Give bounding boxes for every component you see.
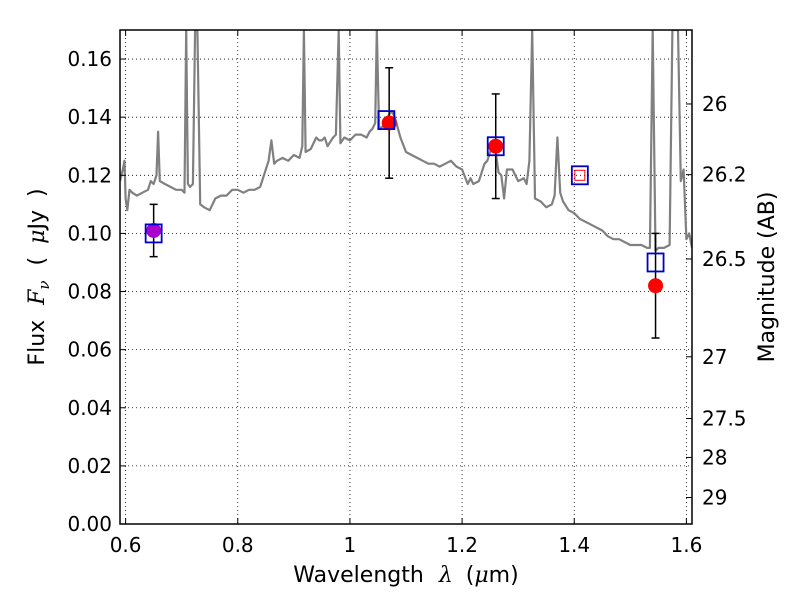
x-tick-label: 1.6	[670, 533, 702, 557]
model-point	[486, 136, 505, 157]
y-tick-label: 0.00	[67, 512, 112, 536]
model-point	[570, 165, 589, 186]
observed-point	[381, 115, 397, 131]
x-tick-label: 1	[344, 533, 357, 557]
y-tick-label: 0.12	[67, 163, 112, 187]
secondary-y-axis-label: Magnitude (AB)	[755, 192, 780, 363]
x-tick-label: 0.6	[110, 533, 142, 557]
y2-tick-label: 28	[702, 445, 727, 469]
y2-tick-label: 27	[702, 345, 727, 369]
y-tick-label: 0.02	[67, 454, 112, 478]
y2-tick-label: 26	[702, 92, 727, 116]
model-point	[144, 223, 163, 244]
y-tick-label: 0.04	[67, 396, 112, 420]
y2-tick-label: 27.5	[702, 406, 747, 430]
x-tick-label: 1.4	[558, 533, 590, 557]
x-tick-label: 0.8	[222, 533, 254, 557]
y2-tick-label: 26.2	[702, 163, 747, 187]
grid-lines	[120, 30, 692, 525]
model-point-inner	[574, 169, 586, 181]
spectrum-series	[120, 30, 692, 252]
observed-point	[488, 138, 504, 154]
photometry-points	[144, 67, 665, 339]
y-tick-label: 0.10	[67, 221, 112, 245]
observed-point	[648, 278, 664, 294]
plot-frame	[119, 29, 693, 525]
y-axis-label: Flux Fν ( μJy )	[25, 188, 55, 365]
y-tick-label: 0.06	[67, 338, 112, 362]
model-point	[377, 110, 396, 130]
x-tick-label: 1.2	[446, 533, 478, 557]
axis-ticks: 0.6 0.8 1 1.2 1.4 1.6 0.00 0.02 0.04 0.06 0.08 0.10…	[67, 30, 747, 557]
y-tick-label: 0.16	[67, 47, 112, 71]
y-tick-label: 0.14	[67, 105, 112, 129]
y2-tick-label: 26.5	[702, 247, 747, 271]
y2-tick-label: 29	[702, 485, 727, 509]
model-point	[646, 252, 665, 273]
observed-point	[146, 223, 162, 239]
spectrum-line	[120, 30, 692, 252]
y-tick-label: 0.08	[67, 280, 112, 304]
x-axis-label: Wavelength λ (μm)	[293, 563, 518, 588]
